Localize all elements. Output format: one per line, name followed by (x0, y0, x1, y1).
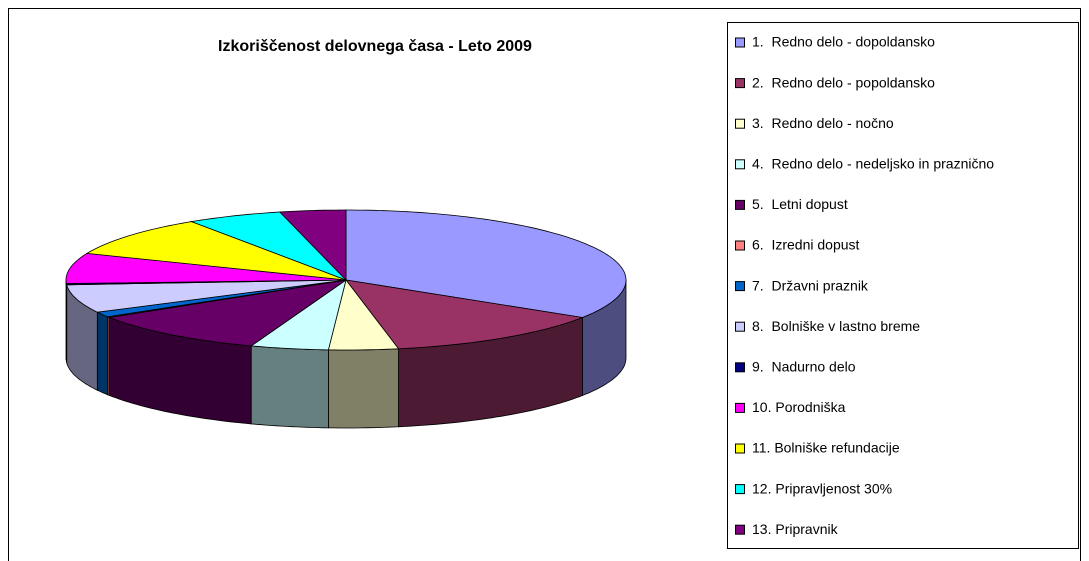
legend-swatch (735, 402, 745, 413)
slice (345, 209, 627, 318)
legend-swatch (735, 159, 745, 170)
legend-swatch (735, 118, 745, 129)
legend-swatch (735, 199, 745, 210)
legend-label: 9. Nadurno delo (752, 359, 856, 375)
slice (66, 279, 347, 313)
chart-frame (8, 8, 1081, 561)
legend-label: 13. Pripravnik (752, 521, 839, 537)
legend-label: 12. Pripravljenost 30% (752, 480, 892, 496)
slice (189, 211, 347, 281)
slice (85, 221, 347, 281)
legend-swatch (735, 443, 745, 454)
legend-swatch (735, 37, 745, 48)
slice (250, 279, 347, 351)
legend-label: 3. Redno delo - nočno (752, 115, 894, 131)
slice (108, 279, 347, 347)
slice (345, 279, 584, 350)
legend-label: 7. Državni praznik (752, 277, 869, 293)
legend-swatch (735, 240, 745, 251)
legend-swatch (735, 321, 745, 332)
slice-side (96, 311, 109, 396)
legend-swatch (735, 484, 745, 495)
slice (327, 279, 400, 351)
legend-swatch (735, 362, 745, 373)
legend-label: 10. Porodniška (752, 399, 846, 415)
legend-label: 6. Izredni dopust (752, 237, 860, 253)
legend-label: 1. Redno delo - dopoldansko (752, 34, 935, 50)
legend-label: 5. Letni dopust (752, 196, 848, 212)
legend-swatch (735, 78, 745, 89)
legend-box (727, 22, 1079, 549)
legend-label: 8. Bolniške v lastno breme (752, 318, 920, 334)
legend-label: 4. Redno delo - nedeljsko in praznično (752, 156, 994, 172)
slice-side (250, 345, 329, 429)
slice (278, 209, 347, 281)
legend-label: 2. Redno delo - popoldansko (752, 74, 935, 90)
chart-title: Izkoriščenost delovnega časa - Leto 2009 (218, 38, 532, 55)
legend-swatch (735, 524, 745, 535)
slice (65, 252, 347, 284)
legend-label: 11. Bolniške refundacije (752, 440, 900, 456)
legend-swatch (735, 281, 745, 292)
slice-side (328, 348, 399, 429)
